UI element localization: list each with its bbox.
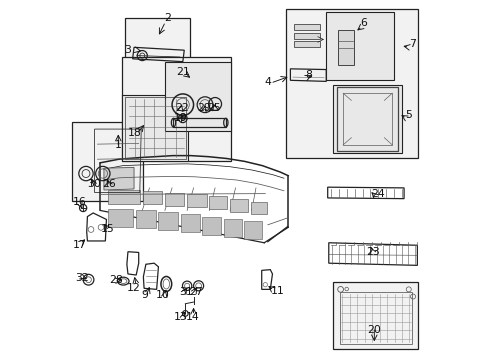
Text: 2: 2 [163,13,170,23]
Text: 25: 25 [207,103,221,113]
Text: 30: 30 [87,179,102,189]
Polygon shape [180,214,199,232]
Text: 16: 16 [73,197,86,207]
Text: 4: 4 [264,77,271,87]
Bar [293,33,319,39]
Polygon shape [136,211,155,228]
Text: 26: 26 [102,179,116,189]
Polygon shape [107,210,132,226]
Bar [333,282,418,349]
Text: 31: 31 [179,287,193,297]
Text: 9: 9 [141,291,148,301]
Polygon shape [107,190,140,204]
Text: 23: 23 [365,247,379,257]
Polygon shape [230,199,247,212]
Text: 29: 29 [197,103,211,113]
Text: 20: 20 [366,325,381,335]
Text: 12: 12 [127,283,141,293]
Text: 1: 1 [115,140,122,150]
Text: 21: 21 [176,67,189,77]
Text: 15: 15 [101,225,114,234]
Text: 11: 11 [270,286,284,296]
Polygon shape [202,217,221,234]
Text: 3: 3 [124,45,131,55]
Bar [293,24,319,30]
Polygon shape [223,219,241,237]
Bar [122,95,187,161]
Text: 10: 10 [156,291,169,301]
Bar [122,57,230,161]
Bar [72,122,143,201]
Text: 24: 24 [370,189,384,199]
Text: 5: 5 [405,111,411,121]
Bar [164,62,230,131]
Polygon shape [143,192,162,204]
Text: 22: 22 [175,103,188,113]
Text: 14: 14 [185,312,199,322]
Bar [333,85,401,153]
Polygon shape [209,196,227,210]
Text: 8: 8 [305,70,312,80]
Text: 28: 28 [109,275,123,285]
Polygon shape [244,221,261,239]
Polygon shape [164,193,184,206]
Text: 7: 7 [408,40,415,49]
Bar [125,18,190,77]
Polygon shape [104,167,134,190]
Polygon shape [158,212,178,230]
Text: 13: 13 [173,312,187,322]
Polygon shape [187,194,206,207]
Text: 17: 17 [73,240,86,250]
Text: 19: 19 [173,113,187,123]
Bar [325,12,394,80]
Text: 27: 27 [189,287,203,297]
Text: 32: 32 [75,273,89,283]
Text: 18: 18 [128,128,142,138]
Bar [337,30,353,65]
Bar [293,41,319,47]
Text: 6: 6 [359,18,366,28]
Bar [285,9,418,158]
Polygon shape [250,202,266,214]
